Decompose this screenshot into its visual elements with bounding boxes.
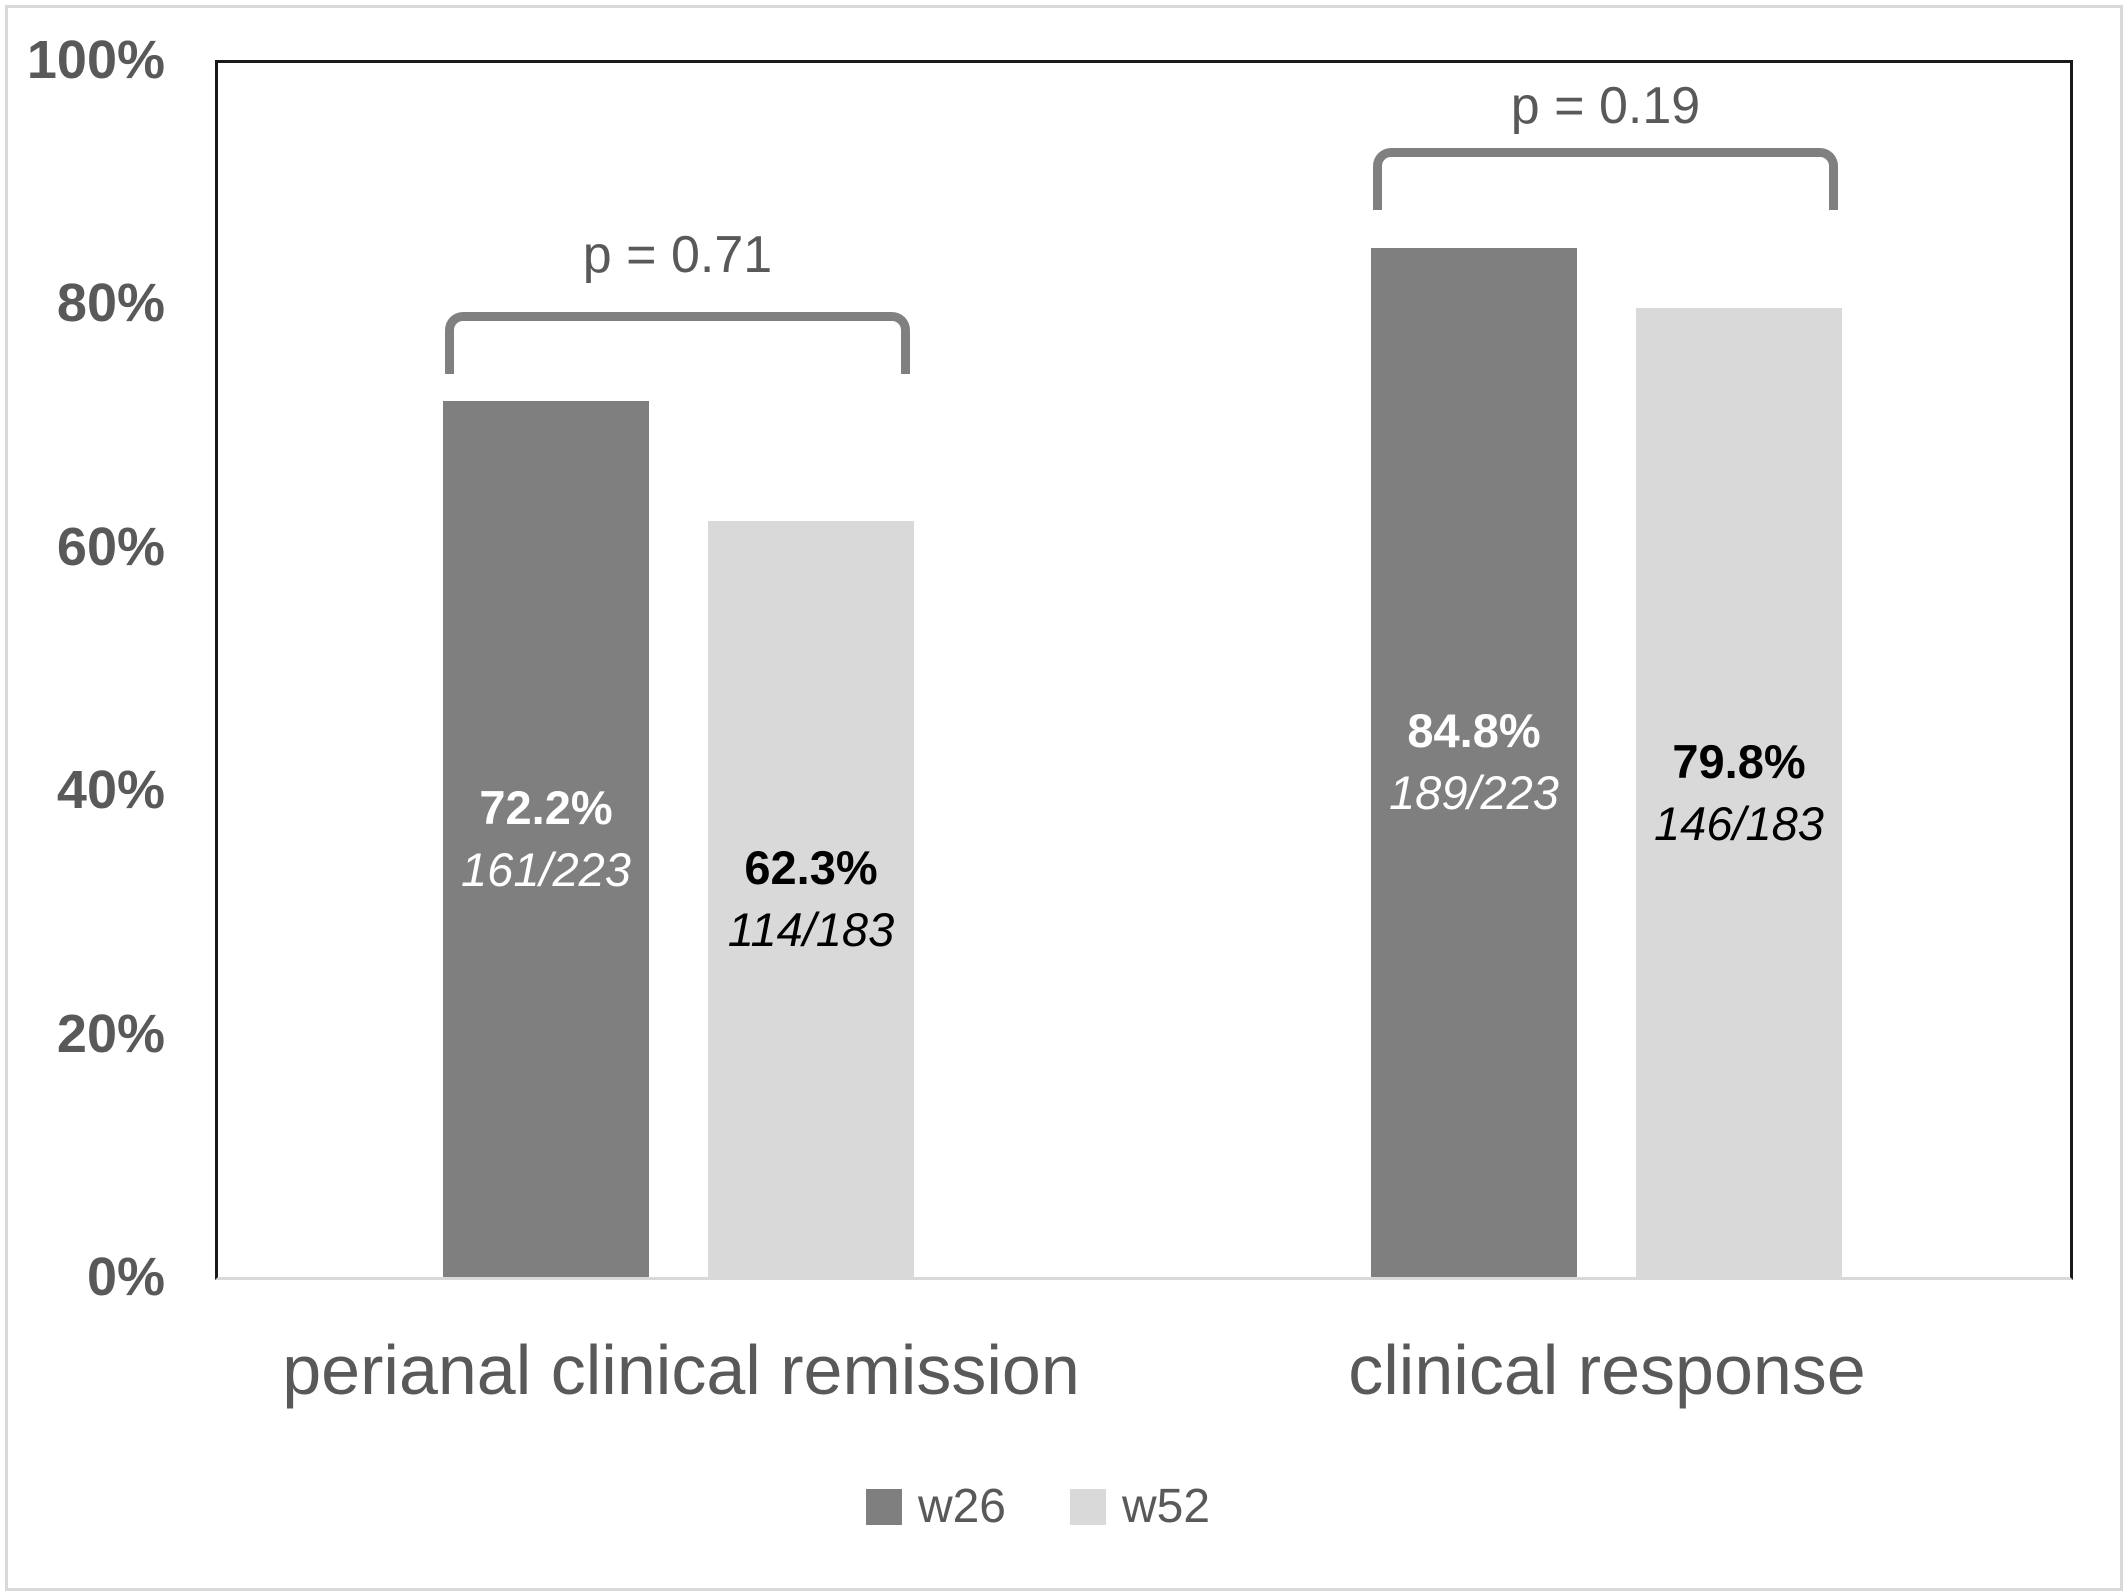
bar-fraction-label: 114/183 bbox=[727, 902, 895, 956]
bar-percent-label: 62.3% bbox=[744, 840, 878, 894]
bar-w26-clinical-response: 84.8% 189/223 bbox=[1371, 247, 1577, 1277]
bar-label: 84.8% 189/223 bbox=[1389, 700, 1559, 824]
bar-percent-label: 79.8% bbox=[1672, 734, 1806, 788]
bar-w26-perianal-clinical-remission: 72.2% 161/223 bbox=[443, 400, 649, 1277]
legend: w26 w52 bbox=[0, 1482, 2102, 1532]
y-tick-0: 0% bbox=[86, 1247, 165, 1307]
p-value-group1: p = 0.71 bbox=[582, 226, 773, 284]
legend-swatch-w26 bbox=[865, 1489, 902, 1525]
significance-bracket-group2 bbox=[1373, 148, 1838, 210]
bar-percent-label: 72.2% bbox=[479, 780, 613, 834]
y-tick-100: 100% bbox=[26, 30, 165, 90]
p-value-group2: p = 0.19 bbox=[1510, 77, 1701, 135]
bar-w52-clinical-response: 79.8% 146/183 bbox=[1636, 308, 1842, 1277]
legend-item-w52: w52 bbox=[1070, 1482, 1210, 1532]
y-tick-60: 60% bbox=[56, 516, 165, 577]
bar-label: 72.2% 161/223 bbox=[461, 777, 631, 901]
bar-fraction-label: 189/223 bbox=[1389, 766, 1559, 820]
bar-fraction-label: 146/183 bbox=[1654, 796, 1824, 850]
category-label-clinical-response: clinical response bbox=[1348, 1331, 1866, 1409]
legend-swatch-w52 bbox=[1070, 1489, 1106, 1525]
significance-bracket-group1 bbox=[445, 312, 910, 374]
bar-w52-perianal-clinical-remission: 62.3% 114/183 bbox=[708, 520, 914, 1277]
legend-label-w26: w26 bbox=[917, 1480, 1006, 1533]
bar-fraction-label: 161/223 bbox=[461, 842, 631, 896]
category-label-perianal-clinical-remission: perianal clinical remission bbox=[282, 1331, 1080, 1409]
bar-percent-label: 84.8% bbox=[1407, 704, 1541, 758]
y-tick-20: 20% bbox=[56, 1003, 165, 1064]
bar-label: 79.8% 146/183 bbox=[1654, 731, 1824, 855]
bar-label: 62.3% 114/183 bbox=[728, 837, 894, 961]
y-axis: 100% 80% 60% 40% 20% 0% bbox=[0, 32, 165, 1305]
y-tick-80: 80% bbox=[56, 273, 165, 334]
y-tick-40: 40% bbox=[56, 760, 165, 821]
legend-item-w26: w26 bbox=[865, 1480, 1006, 1533]
plot-area: 72.2% 161/223 62.3% 114/183 84.8% 189/22… bbox=[215, 60, 2073, 1280]
legend-label-w52: w52 bbox=[1122, 1480, 1211, 1533]
